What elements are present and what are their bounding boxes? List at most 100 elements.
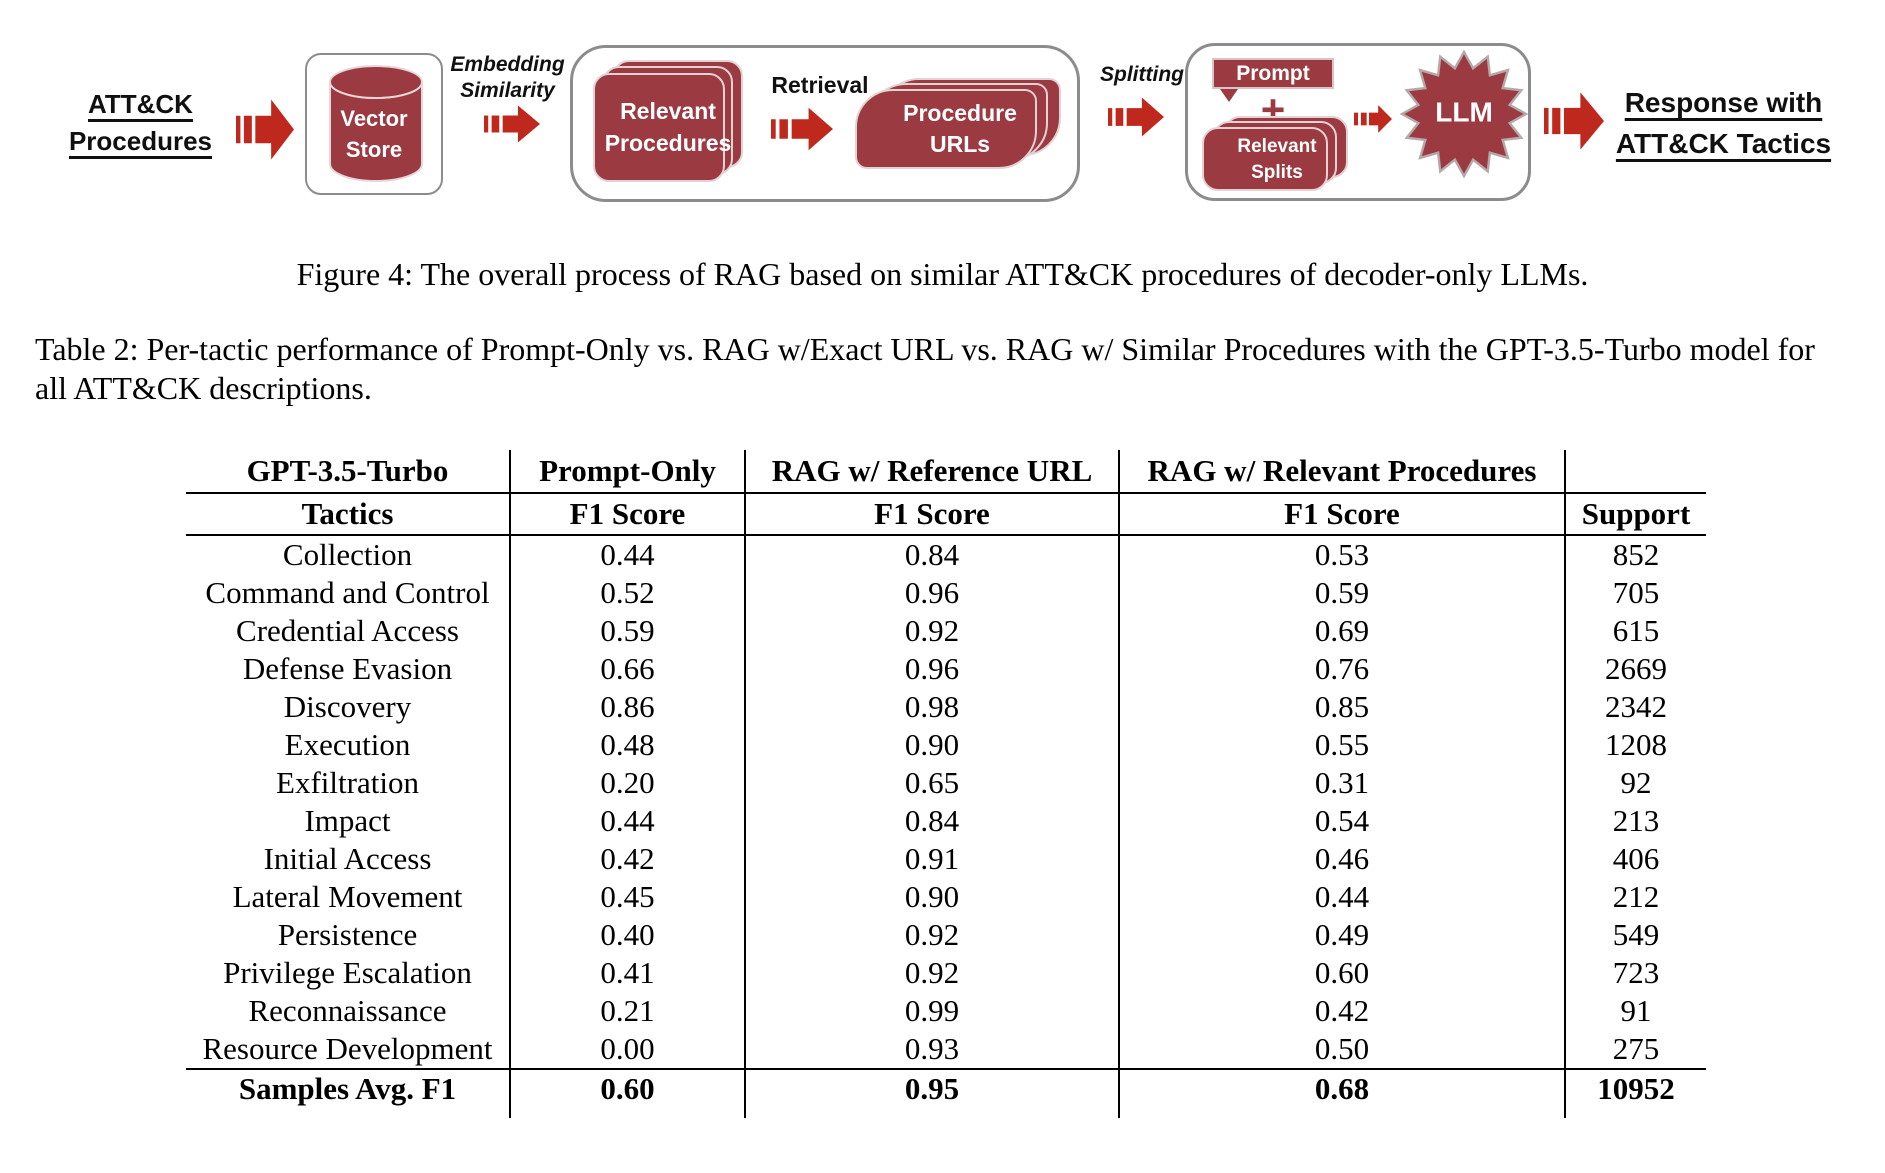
tactic-cell: Reconnaissance <box>248 993 447 1028</box>
tactic-cell: Impact <box>304 803 391 838</box>
header-tactics: Tactics <box>186 493 510 536</box>
header-prompt-only: Prompt-Only <box>509 450 745 494</box>
table-header-row-metrics: Tactics F1 Score F1 Score F1 Score Suppo… <box>186 493 1706 536</box>
support-cell: 549 <box>1564 916 1706 954</box>
support-cell: 212 <box>1564 878 1706 916</box>
support-cell: 705 <box>1564 574 1706 612</box>
procedure-urls-line2: URLs <box>929 131 991 157</box>
f1-rag-proc-cell: 0.42 <box>1118 992 1565 1030</box>
tactic-cell: Exfiltration <box>276 765 419 800</box>
f1-prompt-only-cell: 0.48 <box>509 726 745 764</box>
f1-prompt-only-cell: 0.59 <box>509 612 745 650</box>
support-cell: 852 <box>1564 535 1706 574</box>
results-table: GPT-3.5-Turbo Prompt-Only RAG w/ Referen… <box>186 450 1706 1118</box>
input-label-line1: ATT&CK <box>88 89 193 119</box>
striped-arrow-icon <box>236 99 294 160</box>
f1-prompt-only-cell: 0.41 <box>509 954 745 992</box>
table-body: Collection 0.44 0.84 0.53 852 Command an… <box>186 535 1706 1069</box>
f1-prompt-only-cell: 0.44 <box>509 535 745 574</box>
f1-rag-url-cell: 0.92 <box>744 954 1119 992</box>
support-cell: 406 <box>1564 840 1706 878</box>
llm-input-arrow-icon <box>1354 104 1392 134</box>
f1-rag-proc-cell: 0.54 <box>1118 802 1565 840</box>
f1-rag-proc-cell: 0.31 <box>1118 764 1565 802</box>
relevant-procedures-line1: Relevant <box>620 98 716 124</box>
f1-rag-url-cell: 0.96 <box>744 574 1119 612</box>
f1-rag-proc-cell: 0.55 <box>1118 726 1565 764</box>
f1-prompt-only-cell: 0.66 <box>509 650 745 688</box>
relevant-splits-line1: Relevant <box>1237 136 1317 157</box>
tactic-cell: Credential Access <box>236 613 459 648</box>
footer-label: Samples Avg. F1 <box>186 1068 510 1108</box>
tactic-cell: Resource Development <box>202 1031 493 1066</box>
embedding-similarity-label: Embedding Similarity <box>450 52 565 104</box>
f1-prompt-only-cell: 0.52 <box>509 574 745 612</box>
output-arrow-icon <box>1544 90 1604 152</box>
embedding-label-line2: Similarity <box>460 79 555 102</box>
splitting-label: Splitting <box>1100 63 1184 86</box>
table-row: Exfiltration 0.20 0.65 0.31 92 <box>186 764 1706 802</box>
f1-rag-url-cell: 0.84 <box>744 535 1119 574</box>
table-row: Execution 0.48 0.90 0.55 1208 <box>186 726 1706 764</box>
table-row: Persistence 0.40 0.92 0.49 549 <box>186 916 1706 954</box>
f1-rag-url-cell: 0.96 <box>744 650 1119 688</box>
table-tail-row <box>186 1108 1706 1118</box>
f1-rag-proc-cell: 0.69 <box>1118 612 1565 650</box>
support-cell: 723 <box>1564 954 1706 992</box>
table-row: Impact 0.44 0.84 0.54 213 <box>186 802 1706 840</box>
header-f1-rag-url: F1 Score <box>744 493 1119 536</box>
tactic-cell: Collection <box>282 537 413 572</box>
output-label-line2: ATT&CK Tactics <box>1615 128 1832 159</box>
f1-prompt-only-cell: 0.44 <box>509 802 745 840</box>
table-caption: Table 2: Per-tactic performance of Promp… <box>35 331 1815 406</box>
table-row: Initial Access 0.42 0.91 0.46 406 <box>186 840 1706 878</box>
table-row: Reconnaissance 0.21 0.99 0.42 91 <box>186 992 1706 1030</box>
f1-rag-url-cell: 0.84 <box>744 802 1119 840</box>
relevant-splits-line2: Splits <box>1251 162 1303 183</box>
llm-starburst-shape <box>1400 50 1528 178</box>
f1-rag-url-cell: 0.92 <box>744 916 1119 954</box>
prompt-label: Prompt <box>1236 62 1310 85</box>
figure-caption: Figure 4: The overall process of RAG bas… <box>296 256 1589 292</box>
f1-prompt-only-cell: 0.21 <box>509 992 745 1030</box>
support-cell: 615 <box>1564 612 1706 650</box>
tactic-cell: Initial Access <box>263 841 432 876</box>
tactic-cell: Command and Control <box>205 575 490 610</box>
header-f1-rag-proc: F1 Score <box>1118 493 1565 536</box>
input-label: ATT&CK Procedures <box>58 86 223 160</box>
f1-rag-proc-cell: 0.46 <box>1118 840 1565 878</box>
relevant-splits-stack: Relevant Splits <box>1202 116 1352 194</box>
embedding-arrow-icon <box>484 104 540 144</box>
f1-rag-proc-cell: 0.49 <box>1118 916 1565 954</box>
prompt-pointer-icon <box>1220 89 1238 102</box>
input-label-line2: Procedures <box>68 126 213 156</box>
table-row: Privilege Escalation 0.41 0.92 0.60 723 <box>186 954 1706 992</box>
tactic-cell: Lateral Movement <box>232 879 463 914</box>
support-cell: 91 <box>1564 992 1706 1030</box>
f1-rag-url-cell: 0.65 <box>744 764 1119 802</box>
f1-rag-url-cell: 0.90 <box>744 878 1119 916</box>
vector-store-label: Vector Store <box>307 103 441 165</box>
f1-rag-proc-cell: 0.85 <box>1118 688 1565 726</box>
table-row: Resource Development 0.00 0.93 0.50 275 <box>186 1030 1706 1069</box>
f1-prompt-only-cell: 0.40 <box>509 916 745 954</box>
table-row: Collection 0.44 0.84 0.53 852 <box>186 535 1706 574</box>
llm-label: LLM <box>1435 96 1493 128</box>
f1-rag-proc-cell: 0.59 <box>1118 574 1565 612</box>
support-cell: 213 <box>1564 802 1706 840</box>
f1-rag-url-cell: 0.93 <box>744 1030 1119 1069</box>
relevant-splits-label: Relevant Splits <box>1202 134 1352 186</box>
vector-store-label-line1: Vector <box>340 106 408 131</box>
support-cell: 275 <box>1564 1030 1706 1069</box>
f1-rag-url-cell: 0.92 <box>744 612 1119 650</box>
f1-rag-proc-cell: 0.44 <box>1118 878 1565 916</box>
table-row: Defense Evasion 0.66 0.96 0.76 2669 <box>186 650 1706 688</box>
support-cell: 2342 <box>1564 688 1706 726</box>
table-footer-row: Samples Avg. F1 0.60 0.95 0.68 10952 <box>186 1068 1706 1108</box>
f1-rag-url-cell: 0.91 <box>744 840 1119 878</box>
table-header-row-models: GPT-3.5-Turbo Prompt-Only RAG w/ Referen… <box>186 450 1706 494</box>
support-cell: 92 <box>1564 764 1706 802</box>
footer-f1-rag-proc: 0.68 <box>1118 1068 1565 1108</box>
table-row: Command and Control 0.52 0.96 0.59 705 <box>186 574 1706 612</box>
relevant-procedures-line2: Procedures <box>604 130 732 156</box>
